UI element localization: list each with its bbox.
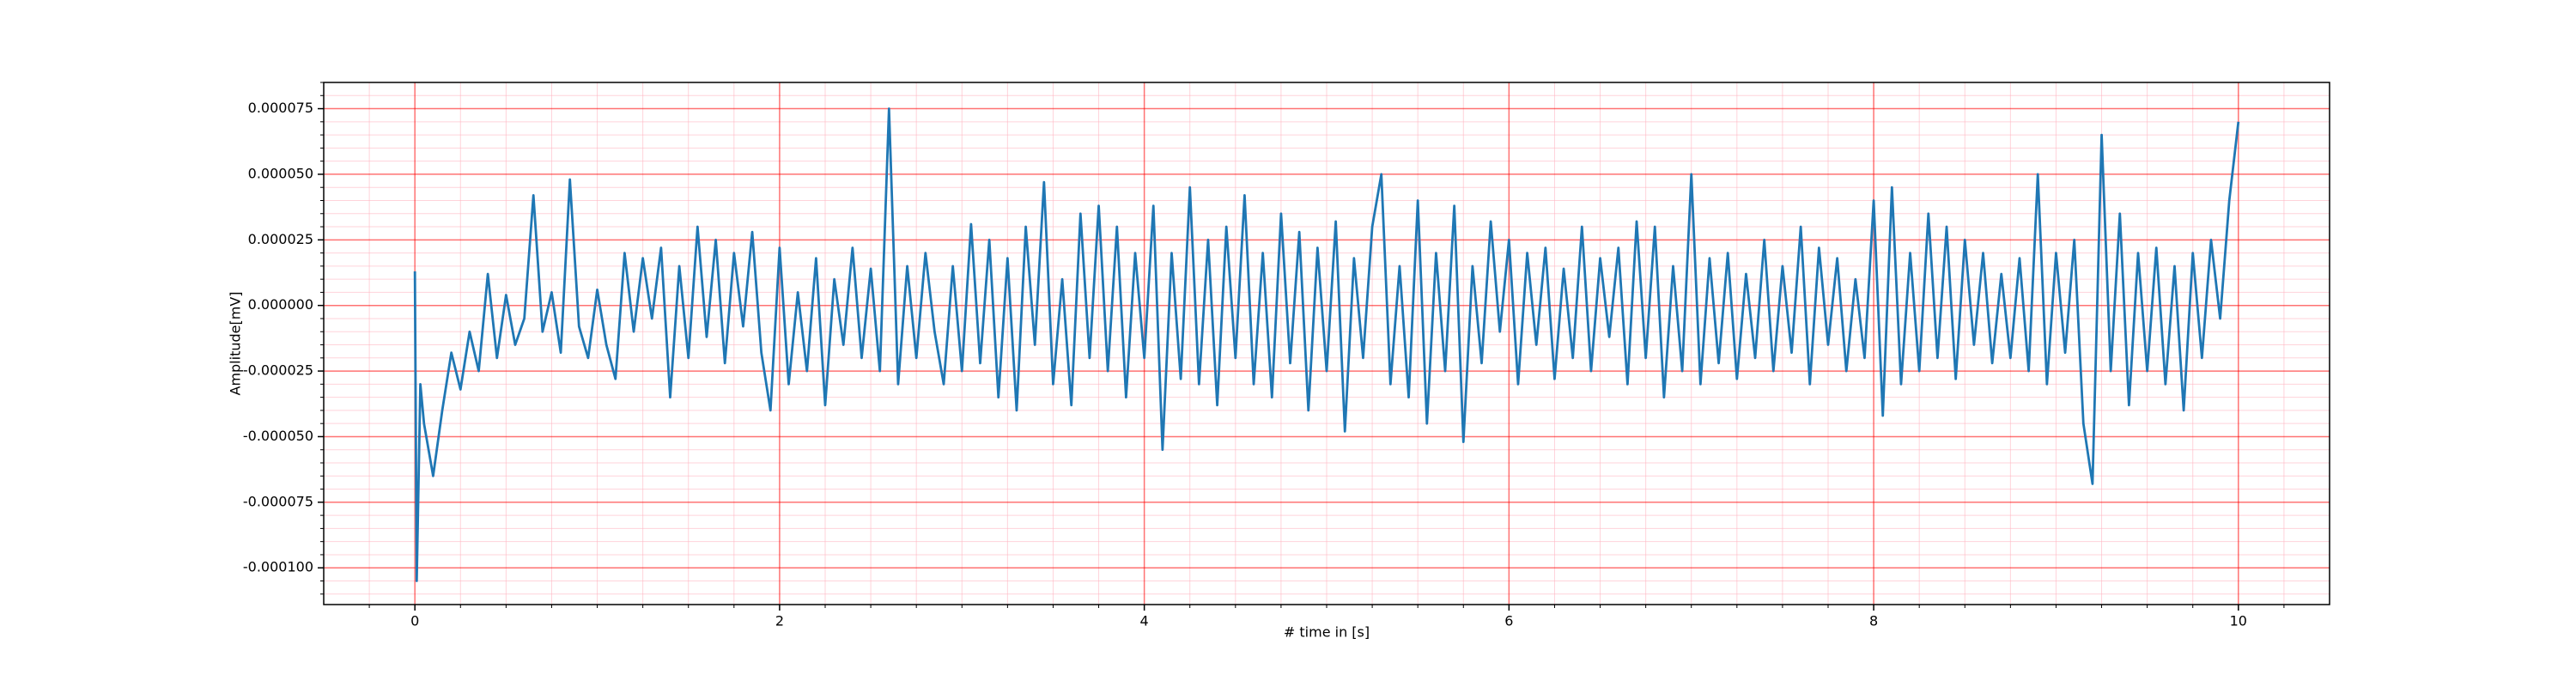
data-line — [413, 107, 2240, 582]
x-tick-label: 4 — [1140, 613, 1149, 629]
plot-frame — [323, 82, 2330, 605]
y-tick-label: -0.000100 — [243, 559, 313, 575]
x-tick-label: 0 — [410, 613, 419, 629]
y-tick-label: 0.000025 — [248, 231, 313, 247]
y-tick-label: -0.000050 — [243, 428, 313, 444]
y-axis-label: Amplitude[mV] — [228, 291, 244, 395]
y-tick-label: 0.000000 — [248, 296, 313, 313]
x-tick-label: 10 — [2230, 613, 2247, 629]
y-tick-label: 0.000075 — [248, 100, 313, 116]
x-axis-label: # time in [s] — [1284, 624, 1370, 641]
y-tick-label: 0.000050 — [248, 165, 313, 181]
x-tick-label: 2 — [775, 613, 784, 629]
x-tick-label: 6 — [1504, 613, 1513, 629]
y-tick-label: -0.000075 — [243, 493, 313, 509]
y-tick-label: -0.000025 — [243, 362, 313, 379]
x-tick-label: 8 — [1869, 613, 1878, 629]
